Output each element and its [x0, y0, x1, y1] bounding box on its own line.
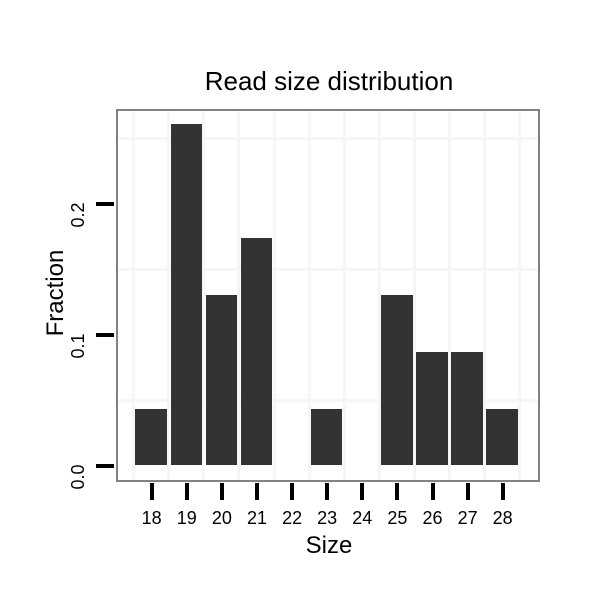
bar: [381, 294, 413, 466]
y-axis-title: Fraction: [41, 249, 69, 337]
x-tick-mark: [184, 483, 189, 500]
x-tick-label: 25: [387, 508, 408, 528]
minor-gridline-horizontal: [118, 136, 538, 140]
minor-gridline-vertical: [448, 111, 452, 480]
minor-gridline-vertical: [167, 111, 171, 480]
minor-gridline-vertical: [342, 111, 346, 480]
bar: [486, 408, 518, 466]
minor-gridline-vertical: [483, 111, 487, 480]
chart-title: Read size distribution: [204, 66, 454, 96]
x-tick-label: 23: [317, 508, 338, 528]
x-tick-mark: [500, 483, 505, 500]
bar: [240, 237, 273, 466]
y-tick-mark: [96, 202, 114, 206]
minor-gridline-vertical: [307, 111, 311, 480]
x-tick-label: 18: [141, 508, 162, 528]
x-tick-label: 21: [246, 508, 268, 528]
x-tick-mark: [325, 483, 330, 500]
minor-gridline-vertical: [272, 111, 276, 480]
minor-gridline-vertical: [377, 111, 381, 480]
minor-gridline-vertical: [237, 111, 241, 480]
x-tick-label: 26: [422, 508, 443, 528]
minor-gridline-vertical: [518, 111, 522, 480]
bar: [135, 408, 167, 466]
x-tick-mark: [255, 483, 259, 500]
x-tick-mark: [395, 483, 400, 500]
plot-panel: [116, 109, 540, 482]
x-tick-mark: [219, 483, 224, 500]
x-tick-label: 27: [457, 508, 478, 528]
minor-gridline-vertical: [202, 111, 206, 480]
x-tick-mark: [430, 483, 435, 500]
x-tick-label: 28: [492, 508, 513, 528]
bar: [310, 408, 343, 466]
x-tick-mark: [149, 483, 154, 500]
bar: [416, 351, 448, 466]
y-tick-mark: [96, 464, 114, 468]
x-tick-mark: [290, 483, 295, 500]
bar: [451, 351, 483, 466]
y-tick-mark: [96, 333, 114, 337]
y-tick-label: 0.0: [67, 464, 88, 490]
x-axis-title: Size: [305, 532, 353, 559]
minor-gridline-vertical: [132, 111, 136, 480]
x-tick-label: 24: [352, 508, 373, 528]
x-tick-label: 20: [211, 508, 232, 528]
minor-gridline-horizontal: [118, 398, 538, 402]
x-tick-mark: [465, 483, 470, 500]
x-tick-mark: [360, 483, 365, 500]
x-tick-label: 19: [176, 508, 197, 528]
minor-gridline-horizontal: [118, 267, 538, 271]
bar: [170, 123, 203, 466]
y-tick-label: 0.1: [67, 333, 88, 359]
y-tick-label: 0.2: [67, 202, 88, 228]
bar: [205, 294, 238, 466]
minor-gridline-vertical: [412, 111, 416, 480]
x-tick-label: 22: [282, 508, 303, 528]
